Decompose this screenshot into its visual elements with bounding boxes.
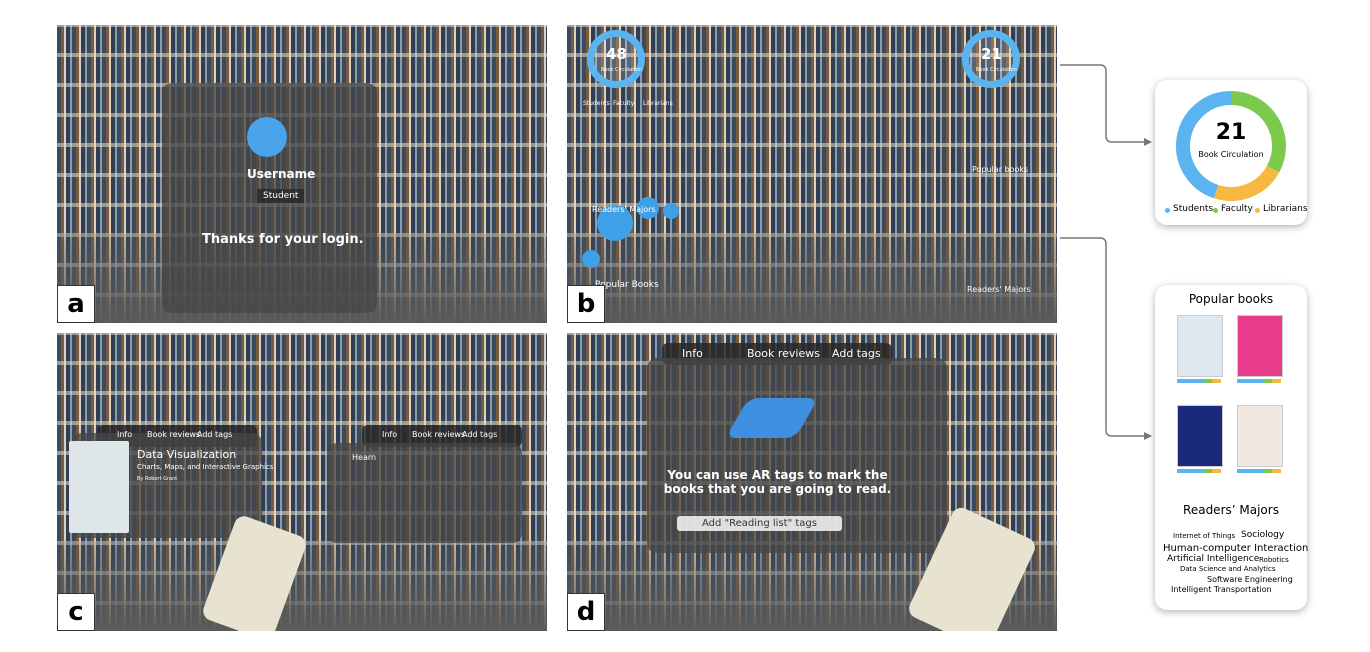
major-term: Data Science and Analytics: [1180, 565, 1276, 573]
bubble: [637, 197, 659, 219]
book-cover: [69, 441, 129, 533]
panel-label: b: [567, 285, 605, 323]
role: Student: [257, 189, 305, 203]
caption: Book Circulation: [601, 67, 642, 73]
caption: Book Circulation: [1198, 150, 1264, 159]
count: 21: [1215, 120, 1247, 145]
major-term: Software Engineering: [1207, 575, 1293, 584]
tab[interactable]: Info: [117, 430, 133, 439]
tab[interactable]: Add tags: [197, 430, 233, 439]
legend-label: Faculty: [1221, 204, 1253, 214]
avatar: [247, 117, 287, 157]
progress-bar: [1177, 379, 1221, 383]
panel-b: b 48 Book Circulation 21 Book Circulation Stu…: [567, 25, 1057, 323]
panel-c: c Info Book reviews Add tags Info Book review…: [57, 333, 547, 631]
count: 21: [981, 45, 1002, 63]
book-cover: [1177, 315, 1223, 377]
majors-title: Readers’ Majors: [1183, 503, 1279, 517]
progress-bar: [1177, 469, 1221, 473]
book-author: By Robert Grant: [137, 476, 178, 482]
book-title: Data Visualization: [137, 448, 237, 461]
majors-title: Readers' Majors: [592, 205, 656, 214]
bubble: [582, 250, 600, 268]
bubble: [597, 205, 633, 241]
tab[interactable]: Info: [682, 347, 703, 360]
tab[interactable]: Info: [382, 430, 398, 439]
donut-segment: [1176, 91, 1232, 199]
book-subtitle: Charts, Maps, and Interactive Graphics: [137, 463, 274, 471]
books-title: Popular books: [972, 165, 1029, 174]
title: Popular books: [1188, 292, 1274, 306]
circulation-card: 21 Book Circulation Students Faculty Librari…: [1155, 80, 1308, 225]
review-panel: [327, 443, 522, 543]
book-cover: [1177, 405, 1223, 467]
tab[interactable]: Book reviews: [147, 430, 201, 439]
panel-d: d Info Book reviews Add tags You can use AR …: [567, 333, 1057, 631]
ring: [962, 30, 1020, 88]
tag-message: You can use AR tags to mark the books th…: [663, 468, 892, 496]
legend-item: Librarians: [643, 100, 673, 107]
major-term: Human-computer Interaction: [1163, 543, 1309, 554]
progress-bar: [1237, 469, 1281, 473]
legend-label: Librarians: [1263, 204, 1308, 214]
books-title: Popular Books: [595, 280, 659, 290]
legend-item: Faculty: [613, 100, 635, 107]
donut: [1176, 91, 1286, 201]
donut-segment: [1214, 165, 1280, 201]
major-term: Sociology: [1241, 530, 1285, 540]
caption: Book Circulation: [976, 67, 1017, 73]
login-message: Thanks for your login.: [202, 232, 364, 247]
bubble: [663, 203, 679, 219]
majors-title: Readers' Majors: [967, 285, 1031, 294]
popular-card: Popular books Readers’ Majors Internet of …: [1155, 285, 1309, 610]
tab[interactable]: Add tags: [832, 347, 881, 360]
major-term: Artificial Intelligence: [1167, 554, 1260, 564]
legend-dot: [1255, 208, 1260, 213]
book-cover: [1237, 405, 1283, 467]
reviewer: Hearn: [352, 453, 377, 462]
panel-label: a: [57, 285, 95, 323]
major-term: Internet of Things: [1173, 532, 1236, 540]
legend-item: Students: [583, 100, 610, 107]
major-term: Robotics: [1259, 556, 1289, 564]
panel-label: d: [567, 593, 605, 631]
legend-dot: [1165, 208, 1170, 213]
tab[interactable]: Book reviews: [747, 347, 820, 360]
tab[interactable]: Add tags: [462, 430, 498, 439]
tab-bar: [362, 425, 522, 447]
count: 48: [606, 45, 627, 63]
progress-bar: [1237, 379, 1281, 383]
donut-segment: [1230, 91, 1286, 173]
legend-dot: [1213, 208, 1218, 213]
ring: [587, 30, 645, 88]
major-term: Intelligent Transportation: [1171, 585, 1272, 594]
panel-label: c: [57, 593, 95, 631]
book-cover: [1237, 315, 1283, 377]
legend-label: Students: [1173, 204, 1214, 214]
panel-a: a Username Student Thanks for your login.: [57, 25, 547, 323]
add-tag-button[interactable]: Add "Reading list" tags: [677, 516, 842, 531]
tab[interactable]: Book reviews: [412, 430, 466, 439]
username: Username: [247, 167, 316, 181]
